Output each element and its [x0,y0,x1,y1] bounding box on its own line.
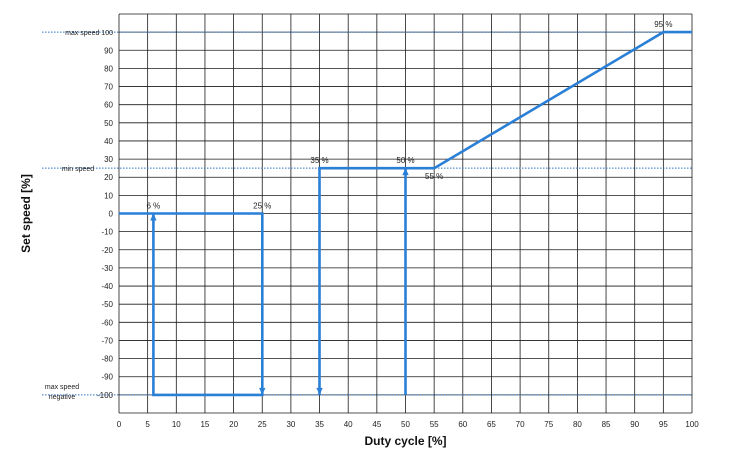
y-tick-label: -20 [101,246,113,255]
y-tick-label: -90 [101,373,113,382]
max-speed-label: max speed 100 [65,30,113,37]
x-tick-label: 45 [372,420,381,429]
x-tick-label: 10 [172,420,181,429]
y-tick-label: -60 [101,318,113,327]
y-tick-label: -40 [101,282,113,291]
y-tick-label: 80 [104,64,113,73]
y-tick-label: 40 [104,137,113,146]
min-speed-label: min speed [62,166,94,173]
y-tick-label: 90 [104,46,113,55]
arrows [150,168,409,395]
y-tick-label: -50 [101,300,113,309]
max-speed-negative-label: max speed [45,384,79,391]
x-tick-label: 0 [117,420,122,429]
max-speed-negative-label: negative [49,394,76,401]
y-tick-label: -30 [101,264,113,273]
x-tick-label: 60 [458,420,467,429]
x-tick-label: 95 [659,420,668,429]
x-tick-label: 15 [200,420,209,429]
x-axis-title: Duty cycle [%] [364,434,446,448]
point-annotation: 55 % [425,172,443,181]
x-tick-label: 50 [401,420,410,429]
arrowhead [402,168,409,176]
x-tick-label: 30 [286,420,295,429]
y-tick-label: -100 [97,391,114,400]
y-tick-label: 50 [104,119,113,128]
point-annotation: 95 % [654,20,672,29]
x-tick-label: 100 [685,420,699,429]
x-tick-label: 25 [258,420,267,429]
y-tick-label: -70 [101,336,113,345]
x-tick-label: 85 [602,420,611,429]
arrowhead [316,387,323,395]
x-tick-label: 5 [145,420,150,429]
x-tick-label: 35 [315,420,324,429]
series-line-1 [119,212,264,397]
y-tick-label: 70 [104,83,113,92]
point-annotation: 35 % [310,156,328,165]
y-tick-label: 20 [104,173,113,182]
y-tick-label: 0 [109,210,114,219]
x-tick-label: 70 [516,420,525,429]
x-tick-label: 80 [573,420,582,429]
x-tick-label: 55 [430,420,439,429]
y-tick-label: -10 [101,228,113,237]
point-annotation: 6 % [146,202,160,211]
point-annotation: 25 % [253,202,271,211]
x-tick-label: 20 [229,420,238,429]
x-tick-label: 90 [630,420,639,429]
y-tick-label: 30 [104,155,113,164]
point-annotation: 50 % [396,156,414,165]
annotations: 95 % 35 % 50 % 55 % 6 % 25 % [146,20,672,210]
x-tick-label: 65 [487,420,496,429]
y-tick-label: -80 [101,355,113,364]
series [119,30,692,397]
series-line-2 [318,30,692,395]
arrowhead [150,213,157,221]
tick-labels: 9080706050403020100-10-20-30-40-50-60-70… [45,30,699,429]
y-axis-title: Set speed [%] [19,174,33,253]
arrowhead [259,387,266,395]
y-tick-label: 60 [104,101,113,110]
x-tick-label: 75 [544,420,553,429]
x-tick-label: 40 [344,420,353,429]
y-tick-label: 10 [104,191,113,200]
